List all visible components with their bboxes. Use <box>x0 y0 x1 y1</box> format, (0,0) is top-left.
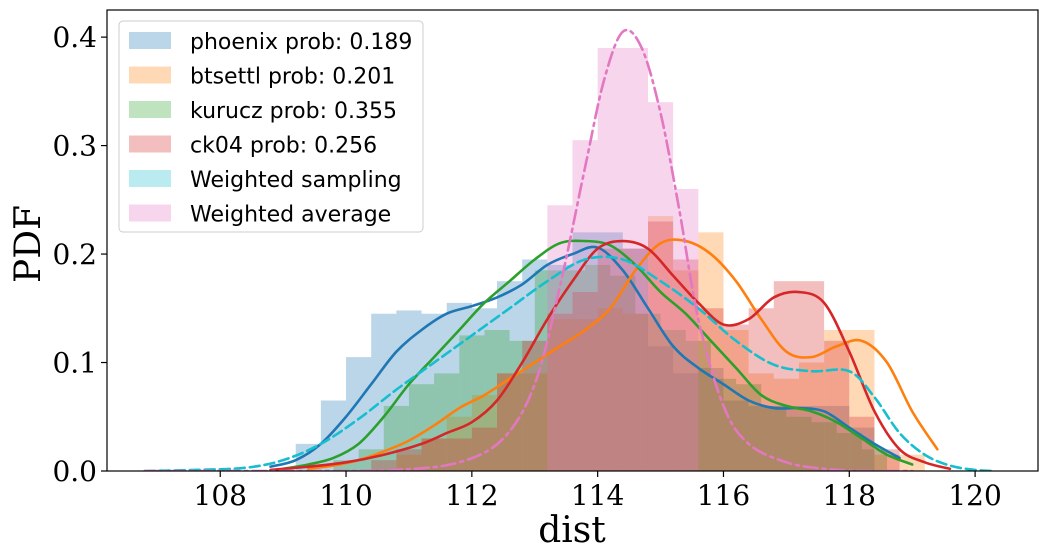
hist-bar-kurucz-0 <box>333 460 359 471</box>
hist-bar-btsettl-17 <box>824 329 850 471</box>
hist-bar-phoenix-5 <box>421 313 447 471</box>
hist-bar-btsettl-15 <box>773 378 799 471</box>
legend-box <box>118 20 424 233</box>
hist-bar-kurucz-10 <box>585 264 611 471</box>
hist-bar-phoenix-12 <box>597 232 623 471</box>
legend-label-0: phoenix prob: 0.189 <box>190 30 412 55</box>
y-tick-label-4: 0.4 <box>52 21 97 54</box>
y-axis-label: PDF <box>8 205 49 283</box>
hist-bar-btsettl-16 <box>798 362 825 471</box>
hist-bar-phoenix-13 <box>622 248 648 471</box>
hist-bar-phoenix-16 <box>698 367 724 471</box>
hist-bar-btsettl-14 <box>748 373 774 471</box>
hist-bar-ck04-17 <box>798 281 825 471</box>
hist-bar-ck04-20 <box>874 449 900 471</box>
hist-bar-btsettl-7 <box>572 319 598 471</box>
hist-bar-kurucz-20 <box>836 433 862 471</box>
hist-bar-ck04-16 <box>773 281 799 471</box>
hist-bar-ck04-11 <box>647 221 674 471</box>
x-tick-label-120: 120 <box>948 479 1001 512</box>
y-axis-ticks: 0.0 0.1 0.2 0.3 0.4 <box>52 21 107 488</box>
legend-swatch-5 <box>129 204 171 222</box>
histogram-bars <box>295 47 925 471</box>
kde-line-kurucz-prob <box>281 239 914 471</box>
hist-bar-phoenix-18 <box>748 405 774 471</box>
x-tick-label-118: 118 <box>823 479 876 512</box>
x-tick-label-110: 110 <box>319 479 372 512</box>
kde-line-weighted-sampling <box>143 255 996 471</box>
hist-bar-ck04-8 <box>572 292 598 471</box>
hist-bar-ck04-18 <box>824 340 850 471</box>
hist-bar-phoenix-3 <box>371 313 397 471</box>
hist-bar-phoenix-17 <box>723 400 749 471</box>
hist-bar-btsettl-6 <box>547 319 573 471</box>
y-tick-label-0: 0.0 <box>52 455 97 488</box>
y-tick-label-1: 0.1 <box>52 347 97 380</box>
y-tick-label-2: 0.2 <box>52 238 97 271</box>
x-tick-label-112: 112 <box>445 479 498 512</box>
hist-bar-kurucz-21 <box>861 449 888 471</box>
hist-bar-btsettl-4 <box>497 373 523 471</box>
hist-bar-btsettl-5 <box>522 373 548 471</box>
hist-bar-btsettl-0 <box>396 454 422 471</box>
hist-bar-btsettl-8 <box>597 308 623 471</box>
y-tick-label-3: 0.3 <box>52 130 97 163</box>
hist-bar-kurucz-18 <box>786 416 812 471</box>
hist-bar-kurucz-16 <box>736 384 762 471</box>
hist-bar-kurucz-2 <box>383 405 409 471</box>
hist-bar-ck04-0 <box>371 460 397 471</box>
kde-line-btsettl-prob <box>306 238 939 471</box>
hist-bar-btsettl-13 <box>723 329 749 471</box>
legend-swatch-2 <box>129 101 171 118</box>
hist-bar-ck04-1 <box>396 449 422 471</box>
x-axis-label: dist <box>538 510 606 551</box>
hist-bar-kurucz-11 <box>610 275 636 471</box>
hist-bar-ck04-9 <box>597 248 623 471</box>
hist-bar-weighted-1 <box>572 140 598 471</box>
legend-label-5: Weighted average <box>190 203 391 228</box>
legend-label-4: Weighted sampling <box>190 168 402 193</box>
x-tick-label-114: 114 <box>571 479 624 512</box>
legend-swatch-3 <box>129 135 171 153</box>
legend-swatch-1 <box>129 66 171 84</box>
hist-bar-phoenix-15 <box>673 373 699 471</box>
plot-frame <box>106 9 1039 472</box>
kde-curves <box>143 28 996 471</box>
hist-bar-phoenix-11 <box>572 232 598 471</box>
hist-bar-ck04-3 <box>446 438 472 471</box>
hist-bar-kurucz-12 <box>635 313 661 471</box>
hist-bar-btsettl-9 <box>622 313 648 471</box>
legend-swatch-4 <box>129 170 171 187</box>
hist-bar-ck04-10 <box>622 248 648 471</box>
legend-swatch-0 <box>129 32 171 49</box>
hist-bar-ck04-15 <box>748 308 774 471</box>
hist-bar-weighted-5 <box>673 188 699 471</box>
x-axis-ticks: 108 110 112 114 116 118 120 <box>194 471 1002 512</box>
hist-bar-kurucz-5 <box>459 335 485 471</box>
legend-label-3: ck04 prob: 0.256 <box>190 134 377 159</box>
legend-label-1: btsettl prob: 0.201 <box>190 65 395 90</box>
legend-label-2: kurucz prob: 0.355 <box>190 99 397 124</box>
legend: phoenix prob: 0.189 btsettl prob: 0.201 ku… <box>118 20 424 233</box>
hist-bar-kurucz-19 <box>811 422 837 471</box>
hist-bar-btsettl-10 <box>647 216 674 471</box>
hist-bar-btsettl-3 <box>471 395 498 471</box>
hist-bar-ck04-4 <box>471 427 498 471</box>
hist-bar-weighted-2 <box>597 47 623 471</box>
hist-bar-phoenix-14 <box>647 346 674 471</box>
kde-line-ck04-prob <box>269 239 952 471</box>
hist-bar-ck04-5 <box>497 373 523 471</box>
hist-bar-phoenix-20 <box>798 405 825 471</box>
x-tick-label-116: 116 <box>697 479 750 512</box>
x-tick-label-108: 108 <box>194 479 247 512</box>
hist-bar-kurucz-9 <box>559 270 586 471</box>
kde-line-weighted-average <box>143 28 914 471</box>
